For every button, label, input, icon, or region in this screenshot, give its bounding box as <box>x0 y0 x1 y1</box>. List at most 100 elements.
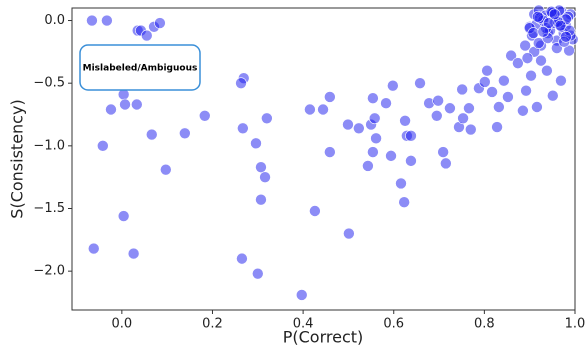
point <box>395 177 407 190</box>
point <box>105 103 117 116</box>
x-tick-label: 0.6 <box>383 317 404 332</box>
point <box>521 52 534 64</box>
point <box>548 8 561 21</box>
point <box>117 210 130 222</box>
point <box>367 92 379 105</box>
point <box>535 54 547 67</box>
y-tick-label: −1.5 <box>33 201 65 216</box>
point <box>343 227 355 240</box>
point <box>491 121 503 133</box>
point <box>399 114 411 127</box>
point <box>493 101 505 113</box>
point <box>405 130 417 142</box>
point <box>555 74 567 87</box>
point <box>520 84 532 97</box>
point <box>517 104 529 117</box>
point <box>250 137 262 150</box>
annotation-box <box>79 44 201 91</box>
point <box>440 157 452 170</box>
point <box>519 39 531 52</box>
point <box>532 10 544 23</box>
y-tick-label: −2.0 <box>33 264 65 279</box>
x-tick-label: 0.2 <box>202 317 223 332</box>
point <box>255 161 267 173</box>
point <box>127 247 140 260</box>
point <box>145 128 158 141</box>
x-tick-label: 0.0 <box>112 317 133 332</box>
point <box>437 146 449 158</box>
point <box>324 146 336 158</box>
point <box>342 118 354 131</box>
point <box>537 26 550 38</box>
point <box>87 242 100 255</box>
point <box>512 57 524 69</box>
point <box>546 89 559 102</box>
point <box>261 112 273 125</box>
point <box>463 102 475 115</box>
annotation: Mislabeled/Ambiguous <box>83 64 198 74</box>
y-tick-label: 0.0 <box>44 13 65 28</box>
point <box>304 103 316 116</box>
point <box>154 17 166 29</box>
point <box>498 74 510 87</box>
point <box>486 86 498 98</box>
point <box>479 76 491 88</box>
point <box>554 19 567 32</box>
point <box>387 79 399 92</box>
point <box>532 37 545 49</box>
point <box>527 27 540 39</box>
point <box>432 94 444 107</box>
point <box>563 44 575 57</box>
point <box>179 127 191 140</box>
point <box>251 267 264 280</box>
point <box>97 140 109 152</box>
point <box>362 160 374 172</box>
point <box>198 109 211 122</box>
point <box>295 289 308 301</box>
point <box>481 64 493 77</box>
point <box>317 103 329 116</box>
point <box>405 155 417 167</box>
point <box>324 91 336 103</box>
x-tick-label: 1.0 <box>565 317 586 332</box>
point <box>367 146 379 158</box>
point <box>505 49 517 62</box>
point <box>502 91 514 103</box>
point <box>398 196 410 209</box>
y-tick-label: −0.5 <box>33 76 65 91</box>
point <box>370 132 382 145</box>
point <box>380 97 392 110</box>
point <box>385 150 397 162</box>
point <box>368 112 381 125</box>
point <box>560 31 572 43</box>
x-tick-label: 0.4 <box>293 317 314 332</box>
point <box>531 101 543 113</box>
point <box>101 14 113 27</box>
point <box>541 64 553 77</box>
point <box>237 122 249 135</box>
point <box>255 193 267 206</box>
point <box>542 17 555 29</box>
point <box>131 98 143 111</box>
point <box>353 122 365 135</box>
x-axis-title: P(Correct) <box>283 328 364 347</box>
point <box>525 69 537 82</box>
y-tick-label: −1.0 <box>33 138 65 153</box>
points <box>86 4 579 301</box>
point <box>86 14 98 27</box>
point <box>414 77 426 89</box>
point <box>140 29 153 42</box>
point <box>444 102 456 115</box>
point <box>235 77 247 89</box>
point <box>259 171 271 183</box>
x-tick-label: 0.8 <box>474 317 495 332</box>
point <box>457 112 469 125</box>
point <box>160 163 172 176</box>
point <box>119 98 131 111</box>
y-axis-title: S(Consistency) <box>8 99 27 218</box>
point <box>456 83 468 96</box>
point <box>430 109 443 122</box>
point <box>236 252 248 265</box>
